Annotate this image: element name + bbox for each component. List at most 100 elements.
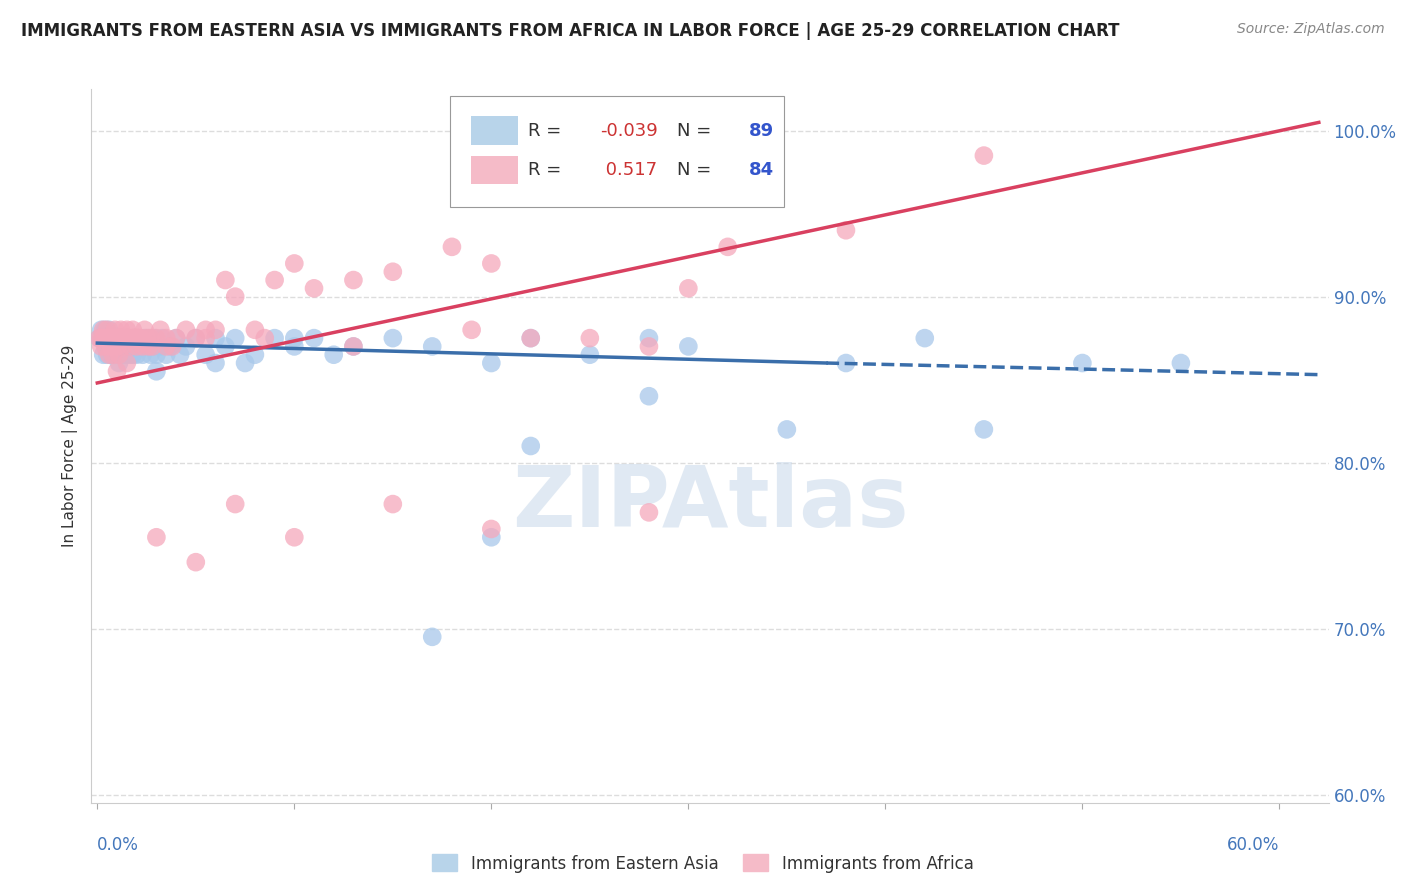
Point — [479, 522, 502, 536]
Point — [129, 331, 152, 345]
Text: Source: ZipAtlas.com: Source: ZipAtlas.com — [1237, 22, 1385, 37]
Point — [91, 331, 114, 345]
Point — [110, 323, 132, 337]
Point — [479, 256, 502, 270]
Point — [138, 339, 160, 353]
Point — [94, 339, 117, 353]
Text: 0.517: 0.517 — [600, 161, 657, 178]
Point — [128, 331, 150, 345]
Text: 60.0%: 60.0% — [1227, 836, 1279, 854]
Text: R =: R = — [529, 121, 561, 139]
Point — [115, 331, 138, 345]
Point — [101, 348, 124, 362]
Point — [342, 339, 364, 353]
Point — [94, 331, 117, 345]
Point — [149, 339, 172, 353]
Point — [101, 339, 124, 353]
Point — [638, 389, 661, 403]
Point — [165, 331, 187, 345]
Point — [204, 331, 226, 345]
Point — [519, 331, 541, 345]
Point — [104, 331, 127, 345]
Point — [914, 331, 936, 345]
Point — [98, 339, 121, 353]
Point — [678, 281, 700, 295]
Point — [131, 339, 153, 353]
Point — [105, 364, 128, 378]
Point — [302, 281, 325, 295]
Point — [108, 356, 131, 370]
Point — [98, 323, 121, 337]
Point — [108, 331, 131, 345]
Point — [835, 356, 858, 370]
Point — [174, 323, 197, 337]
Text: 84: 84 — [748, 161, 773, 178]
Point — [120, 339, 142, 353]
Point — [224, 290, 246, 304]
Point — [115, 323, 138, 337]
Point — [381, 265, 404, 279]
Point — [302, 331, 325, 345]
Point — [101, 331, 124, 345]
Point — [155, 331, 177, 345]
Point — [96, 339, 118, 353]
Point — [194, 323, 217, 337]
Point — [118, 331, 141, 345]
Point — [155, 348, 177, 362]
Point — [121, 331, 143, 345]
Point — [149, 323, 172, 337]
Point — [283, 331, 305, 345]
Point — [224, 497, 246, 511]
Point — [120, 348, 142, 362]
Point — [104, 331, 127, 345]
Point — [108, 348, 131, 362]
Point — [1170, 356, 1192, 370]
Point — [139, 331, 162, 345]
Point — [125, 348, 148, 362]
FancyBboxPatch shape — [450, 96, 785, 207]
Point — [91, 331, 114, 345]
Point — [111, 331, 134, 345]
Point — [174, 339, 197, 353]
Legend: Immigrants from Eastern Asia, Immigrants from Africa: Immigrants from Eastern Asia, Immigrants… — [426, 847, 980, 880]
Point — [717, 240, 740, 254]
Point — [129, 339, 152, 353]
Point — [141, 339, 163, 353]
Point — [131, 348, 153, 362]
Point — [214, 273, 236, 287]
Point — [479, 530, 502, 544]
Point — [420, 630, 443, 644]
Point — [214, 339, 236, 353]
Point — [124, 339, 146, 353]
Point — [169, 348, 191, 362]
Point — [115, 331, 138, 345]
Point — [110, 331, 132, 345]
Point — [165, 331, 187, 345]
Point — [135, 339, 157, 353]
Point — [100, 348, 122, 362]
Point — [973, 148, 995, 162]
Point — [101, 331, 124, 345]
Point — [253, 331, 276, 345]
Point — [125, 339, 148, 353]
Point — [263, 331, 285, 345]
Point — [91, 348, 114, 362]
Point — [678, 339, 700, 353]
Text: N =: N = — [676, 121, 711, 139]
Point — [579, 348, 602, 362]
Bar — [471, 116, 519, 145]
Point — [638, 331, 661, 345]
Point — [115, 356, 138, 370]
Point — [111, 339, 134, 353]
Text: 0.0%: 0.0% — [97, 836, 139, 854]
Point — [91, 331, 114, 345]
Text: IMMIGRANTS FROM EASTERN ASIA VS IMMIGRANTS FROM AFRICA IN LABOR FORCE | AGE 25-2: IMMIGRANTS FROM EASTERN ASIA VS IMMIGRAN… — [21, 22, 1119, 40]
Point — [125, 331, 148, 345]
Text: N =: N = — [676, 161, 711, 178]
Point — [108, 331, 131, 345]
Point — [111, 331, 134, 345]
Point — [150, 331, 173, 345]
Point — [243, 348, 266, 362]
Point — [100, 331, 122, 345]
Point — [124, 331, 146, 345]
